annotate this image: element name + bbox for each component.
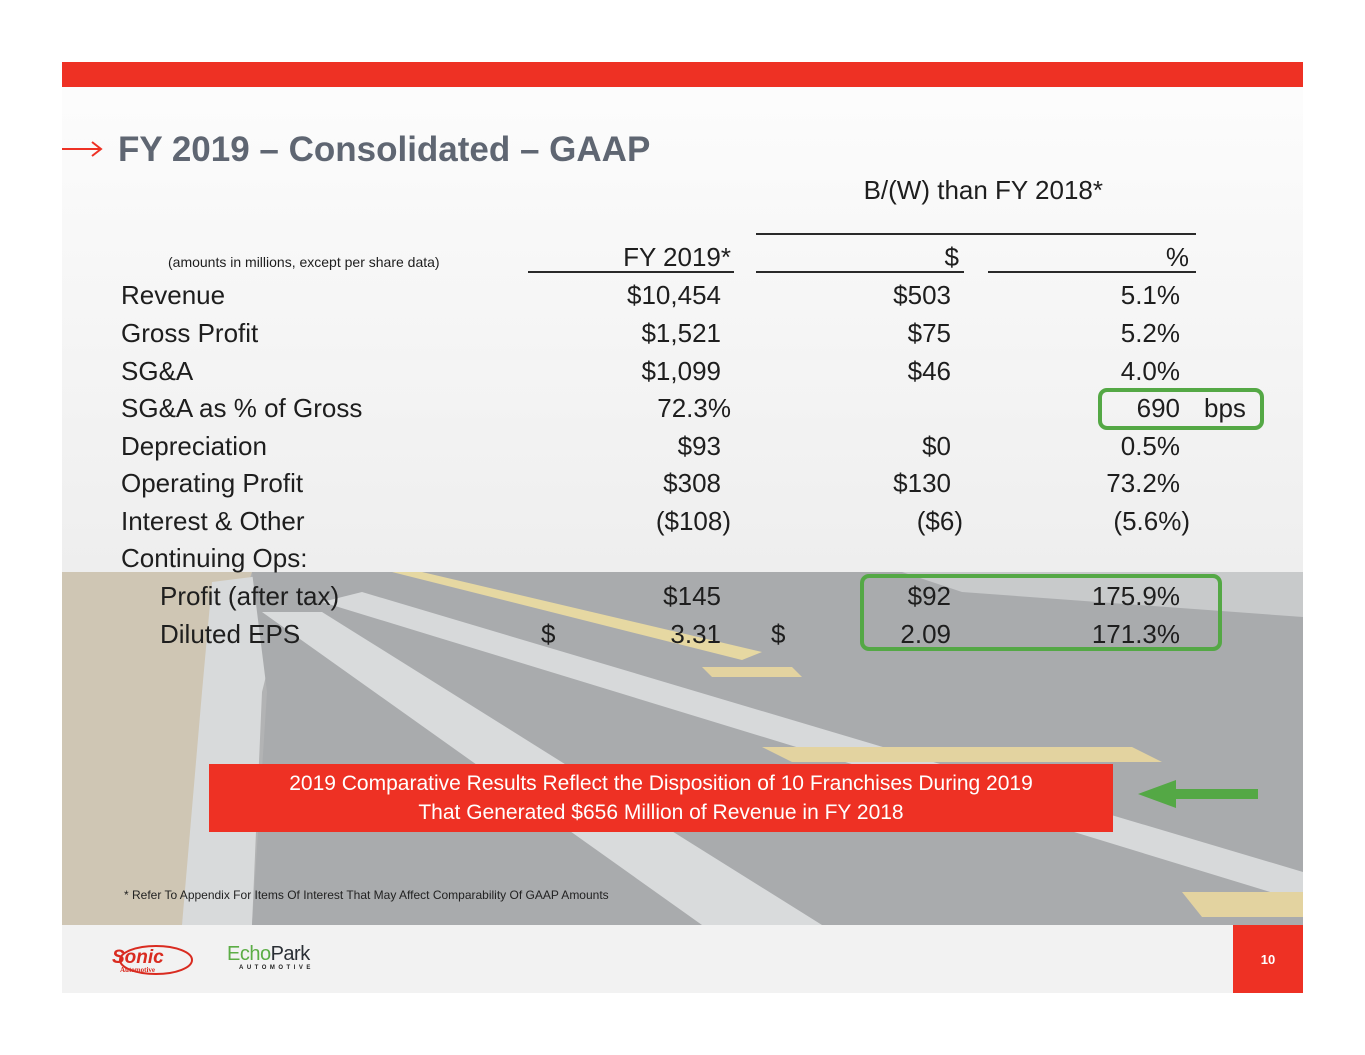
dollar-change: $130 xyxy=(893,468,951,498)
column-header-dollar: $ xyxy=(944,242,959,272)
percent-change: 73.2% xyxy=(1106,468,1180,498)
row-label: Depreciation xyxy=(121,431,267,461)
footnote: * Refer To Appendix For Items Of Interes… xyxy=(124,888,609,902)
column-header-fy2019: FY 2019* xyxy=(623,242,731,272)
row-label: Profit (after tax) xyxy=(160,581,340,611)
row-label: Revenue xyxy=(121,280,226,310)
percent-column-underline xyxy=(988,271,1196,273)
dollar-change: $75 xyxy=(907,318,951,348)
percent-change: 171.3% xyxy=(1091,619,1180,649)
percent-change: 4.0% xyxy=(1120,356,1180,386)
dollar-change: $503 xyxy=(893,280,951,310)
group-header: B/(W) than FY 2018* xyxy=(863,175,1103,205)
echopark-logo-sub: AUTOMOTIVE xyxy=(239,965,314,971)
percent-change: 5.1% xyxy=(1120,280,1180,310)
sonic-logo-word: Sonic xyxy=(112,947,164,968)
row-label: Diluted EPS xyxy=(160,619,301,649)
section-label: Continuing Ops: xyxy=(121,543,308,573)
top-red-bar xyxy=(62,62,1303,87)
percent-change: 5.2% xyxy=(1120,318,1180,348)
page-title: FY 2019 – Consolidated – GAAP xyxy=(118,130,651,169)
fy2019-value: $10,454 xyxy=(627,280,721,310)
row-label: Interest & Other xyxy=(121,506,305,536)
sonic-automotive-logo: Sonic Automotive xyxy=(112,945,193,975)
green-arrow-left-icon xyxy=(1138,780,1258,808)
percent-change: 0.5% xyxy=(1120,431,1180,461)
sonic-logo-sub: Automotive xyxy=(120,966,155,974)
echopark-logo-park: Park xyxy=(270,943,311,965)
slide: FY 2019 – Consolidated – GAAP B/(W) than… xyxy=(62,62,1303,993)
group-header-underline xyxy=(756,233,1196,235)
dollar-column-underline xyxy=(756,271,964,273)
echopark-logo-echo: Echo xyxy=(227,943,271,965)
fy2019-value: $1,521 xyxy=(641,318,721,348)
echopark-automotive-logo: EchoPark AUTOMOTIVE xyxy=(227,943,314,971)
row-label: Gross Profit xyxy=(121,318,259,348)
units-note: (amounts in millions, except per share d… xyxy=(168,254,440,270)
dollar-change: 2.09 xyxy=(900,619,951,649)
fy2019-currency-symbol: $ xyxy=(541,619,556,649)
dollar-change: ($6) xyxy=(916,506,963,536)
fy2019-value: $308 xyxy=(663,468,721,498)
callout-line-2: That Generated $656 Million of Revenue i… xyxy=(418,801,904,824)
title-arrow-icon xyxy=(62,141,103,157)
fy2019-value: 72.3% xyxy=(657,393,731,423)
bps-unit: bps xyxy=(1204,393,1246,423)
column-header-percent: % xyxy=(1165,242,1189,272)
dollar-change: $0 xyxy=(922,431,951,461)
row-label: Operating Profit xyxy=(121,468,304,498)
dollar-change: $92 xyxy=(907,581,951,611)
highlight-box-continuing-ops xyxy=(860,574,1222,651)
dollar-currency-symbol: $ xyxy=(771,619,786,649)
percent-change: 690 xyxy=(1136,393,1180,423)
row-label: SG&A as % of Gross xyxy=(121,393,363,423)
fy2019-value: ($108) xyxy=(655,506,731,536)
footer: Sonic Automotive EchoPark AUTOMOTIVE 10 xyxy=(62,925,1303,993)
fy2019-value: $93 xyxy=(677,431,721,461)
row-label: SG&A xyxy=(121,356,194,386)
fy2019-value: $1,099 xyxy=(641,356,721,386)
highlight-box-bps xyxy=(1098,388,1264,430)
percent-change: 175.9% xyxy=(1091,581,1180,611)
callout-line-1: 2019 Comparative Results Reflect the Dis… xyxy=(289,772,1033,795)
fy2019-value: $145 xyxy=(663,581,721,611)
page-number: 10 xyxy=(1233,925,1303,993)
percent-change: (5.6%) xyxy=(1113,506,1190,536)
callout-banner: 2019 Comparative Results Reflect the Dis… xyxy=(209,764,1113,832)
fy2019-value: 3.31 xyxy=(670,619,721,649)
dollar-change: $46 xyxy=(907,356,951,386)
fy-column-underline xyxy=(528,271,734,273)
